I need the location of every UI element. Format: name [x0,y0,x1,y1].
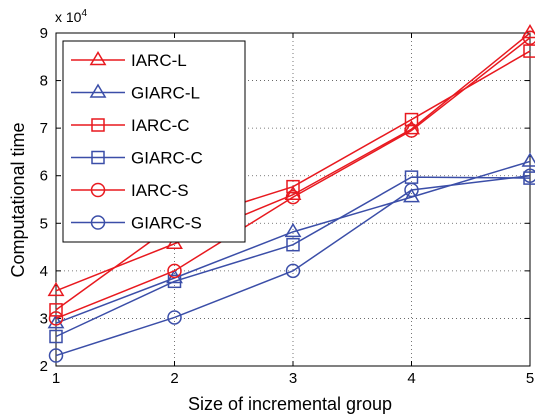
legend-item: GIARC-C [71,149,203,168]
legend-label: GIARC-S [131,214,202,233]
x-tick-label: 3 [289,370,297,387]
data-point-square-marker [404,112,419,127]
data-point-circle-marker [522,168,535,183]
series-line [55,37,531,320]
data-point-circle-marker [404,123,419,138]
series-iarc-s [48,30,535,326]
legend-circle-marker [90,215,106,230]
data-point-square-marker [523,44,535,58]
y-tick-label: 4 [40,263,48,280]
legend-item: IARC-L [71,51,187,70]
series-iarc-c [49,44,535,317]
x-tick-label: 5 [526,370,534,387]
legend-square-marker [91,118,105,132]
y-tick-label: 8 [40,73,48,90]
legend-square-marker [91,150,105,165]
data-point-circle-marker [285,263,301,279]
legend-item: GIARC-S [71,214,202,233]
data-point-triangle-marker [521,152,535,167]
legend-label: IARC-S [131,181,189,200]
x-axis-label: Size of incremental group [188,394,392,414]
y-tick-label: 5 [40,215,48,232]
legend-triangle-marker [89,83,107,98]
y-multiplier-base: x 10 [55,9,82,25]
data-point-square-marker [49,303,63,317]
series-line [55,174,531,357]
legend-circle-marker [90,182,106,198]
legend-label: IARC-C [131,116,190,135]
data-point-circle-marker [285,189,301,205]
legend-label: GIARC-L [131,84,200,103]
legend-item: IARC-C [71,116,190,135]
series-line [55,176,531,338]
data-point-square-marker [49,329,63,344]
data-point-circle-marker [522,30,535,46]
legend-label: IARC-L [131,51,187,70]
data-point-circle-marker [404,182,419,198]
data-point-circle-marker [167,310,182,325]
y-multiplier: x 104 [55,8,87,25]
y-tick-label: 3 [40,310,48,327]
legend: IARC-L GIARC-L IARC-C GIARC-C IARC-S GIARC-S [62,40,246,243]
series-line [55,50,531,311]
data-point-triangle-marker [47,281,65,297]
y-tick-label: 2 [40,358,48,375]
data-point-circle-marker [48,348,64,363]
data-point-circle-marker [167,263,182,279]
legend-item: GIARC-L [71,84,200,103]
data-point-circle-marker [48,311,64,326]
y-tick-label: 9 [40,25,48,42]
data-point-triangle-marker [47,314,65,329]
x-tick-label: 2 [170,370,178,387]
data-point-square-marker [286,179,300,194]
legend-item: IARC-S [71,181,189,200]
legend-triangle-marker [89,51,107,66]
series [47,24,535,363]
x-tick-label: 4 [407,370,415,387]
y-tick-label: 6 [40,168,48,185]
data-point-square-marker [167,274,182,289]
data-point-triangle-marker [284,222,302,238]
data-point-square-marker [286,237,300,252]
y-tick-label: 7 [40,120,48,137]
series-giarc-s [48,168,535,363]
y-multiplier-exponent: 4 [81,8,87,19]
y-axis-label: Computational time [8,122,28,277]
x-tick-label: 1 [52,370,60,387]
legend-box [62,40,246,243]
legend-label: GIARC-C [131,149,203,168]
